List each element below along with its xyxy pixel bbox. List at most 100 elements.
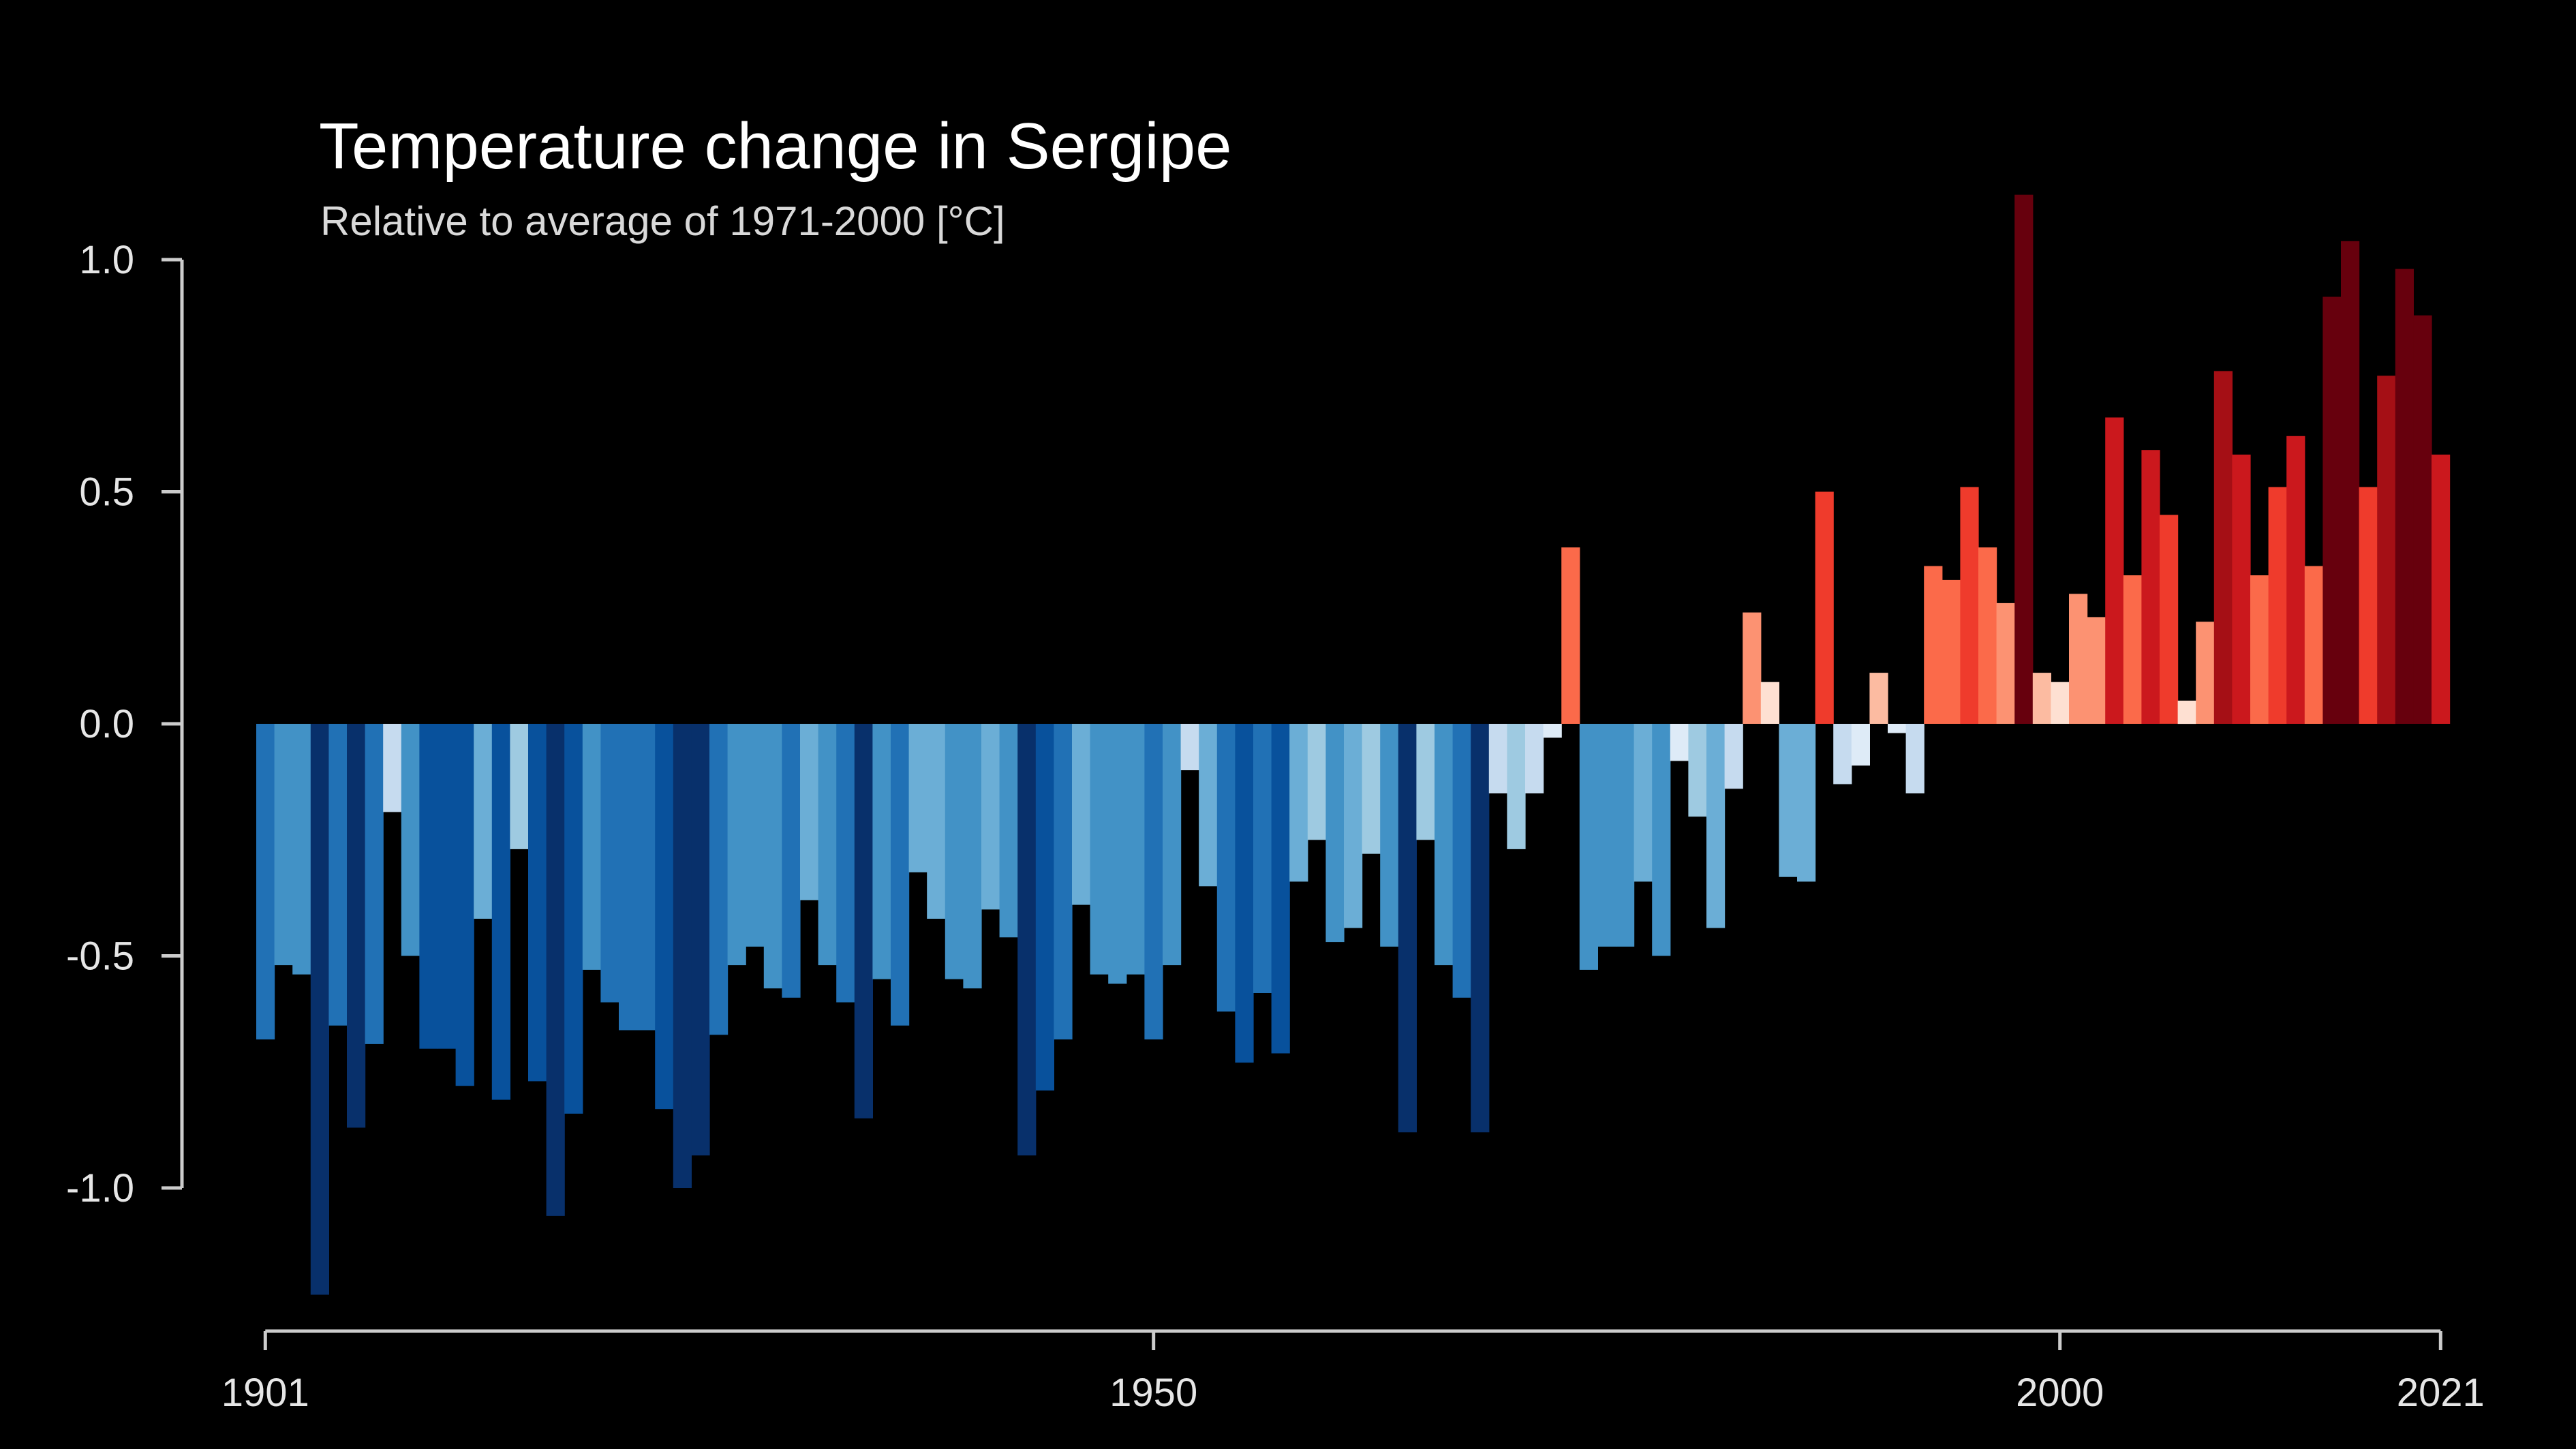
- bar-1953: [1199, 724, 1218, 887]
- bar-1973: [1561, 547, 1580, 724]
- bar-1989: [1851, 724, 1870, 766]
- bar-1935: [872, 724, 891, 979]
- bar-1956: [1253, 724, 1272, 993]
- bar-1982: [1724, 724, 1743, 789]
- bar-2005: [2141, 450, 2160, 724]
- bar-2016: [2341, 241, 2360, 724]
- bar-1970: [1507, 724, 1526, 849]
- bar-1904: [310, 724, 329, 1295]
- bar-1952: [1180, 724, 1199, 771]
- bar-2017: [2359, 487, 2378, 724]
- bar-1928: [746, 724, 765, 947]
- bar-1926: [709, 724, 729, 1035]
- bar-2015: [2322, 296, 2342, 724]
- bar-1932: [818, 724, 837, 966]
- bar-1940: [963, 724, 982, 989]
- bar-1921: [619, 724, 638, 1031]
- bar-1903: [292, 724, 311, 975]
- bar-1907: [365, 724, 384, 1044]
- bar-1969: [1488, 724, 1507, 794]
- bar-1911: [438, 724, 457, 1049]
- bar-1947: [1090, 724, 1109, 975]
- bar-1990: [1869, 673, 1888, 724]
- bar-2003: [2105, 417, 2124, 724]
- bar-1968: [1471, 724, 1490, 1133]
- bar-2020: [2413, 315, 2432, 724]
- bar-1937: [908, 724, 927, 872]
- bar-1930: [782, 724, 801, 998]
- y-tick-label: 0.0: [79, 702, 134, 746]
- bar-1960: [1325, 724, 1345, 943]
- bar-1927: [727, 724, 746, 966]
- bar-1995: [1960, 487, 1979, 724]
- bar-1918: [564, 724, 583, 1114]
- bar-2001: [2069, 594, 2088, 724]
- bar-1933: [836, 724, 855, 1003]
- bar-1955: [1235, 724, 1254, 1063]
- bar-2021: [2432, 455, 2451, 724]
- bar-1936: [891, 724, 910, 1026]
- bar-1993: [1924, 566, 1943, 724]
- bar-1949: [1126, 724, 1145, 975]
- bar-1901: [256, 724, 275, 1040]
- bar-1998: [2014, 194, 2034, 724]
- bar-1922: [637, 724, 656, 1031]
- bar-1954: [1216, 724, 1236, 1012]
- bar-1943: [1017, 724, 1037, 1156]
- bar-1975: [1597, 724, 1616, 947]
- bar-1944: [1035, 724, 1054, 1090]
- bar-1997: [1996, 603, 2015, 724]
- x-tick-label: 2021: [2397, 1371, 2485, 1415]
- bar-1909: [401, 724, 420, 956]
- bar-1980: [1688, 724, 1707, 817]
- bar-1981: [1706, 724, 1726, 928]
- bar-1902: [274, 724, 293, 966]
- bar-1991: [1888, 724, 1907, 733]
- chart-title: Temperature change in Sergipe: [319, 110, 1232, 183]
- bar-1977: [1634, 724, 1653, 882]
- bar-1958: [1289, 724, 1308, 882]
- bar-2014: [2304, 566, 2323, 724]
- bar-1978: [1652, 724, 1671, 956]
- bar-2013: [2286, 436, 2305, 724]
- bar-1942: [999, 724, 1018, 938]
- bars-group: [256, 194, 2451, 1295]
- x-tick-label: 2000: [2016, 1371, 2104, 1415]
- y-tick-label: -1.0: [66, 1166, 134, 1210]
- bar-2019: [2395, 269, 2414, 724]
- bar-1906: [347, 724, 366, 1128]
- bar-1961: [1344, 724, 1363, 928]
- bar-1931: [800, 724, 819, 900]
- bar-1999: [2032, 673, 2051, 724]
- bar-1905: [328, 724, 348, 1026]
- bar-1914: [491, 724, 510, 1100]
- bar-1963: [1380, 724, 1399, 947]
- x-tick-label: 1901: [221, 1371, 309, 1415]
- x-axis: 1901 1950 2000 2021: [221, 1329, 2485, 1415]
- bar-1985: [1779, 724, 1798, 877]
- bar-1966: [1435, 724, 1454, 966]
- bar-1939: [945, 724, 964, 979]
- bar-1976: [1616, 724, 1635, 947]
- y-tick-label: 0.5: [79, 470, 134, 515]
- bar-1945: [1054, 724, 1073, 1040]
- bar-1967: [1452, 724, 1471, 998]
- bar-1946: [1072, 724, 1091, 905]
- bar-1987: [1815, 491, 1834, 724]
- bar-1962: [1362, 724, 1381, 854]
- bar-1917: [546, 724, 565, 1216]
- bar-1996: [1978, 547, 1997, 724]
- bar-1984: [1760, 682, 1779, 724]
- bar-2012: [2268, 487, 2287, 724]
- bar-2007: [2177, 701, 2196, 724]
- bar-1938: [927, 724, 946, 919]
- chart-subtitle: Relative to average of 1971-2000 [°C]: [320, 198, 1005, 244]
- bar-1910: [419, 724, 438, 1049]
- bar-1924: [673, 724, 692, 1188]
- bar-1972: [1543, 724, 1562, 738]
- bar-1971: [1525, 724, 1544, 794]
- bar-1908: [383, 724, 402, 812]
- bar-1916: [528, 724, 547, 1082]
- bar-1951: [1163, 724, 1182, 966]
